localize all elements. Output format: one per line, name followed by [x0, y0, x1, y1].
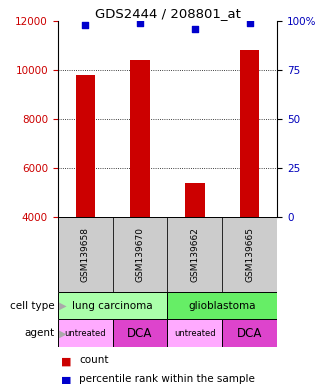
Point — [82, 22, 88, 28]
Point — [137, 20, 143, 26]
Text: glioblastoma: glioblastoma — [188, 301, 256, 311]
Bar — [58, 292, 168, 319]
Text: ■: ■ — [61, 357, 72, 367]
Point — [247, 20, 252, 26]
Bar — [113, 217, 168, 292]
Bar — [58, 217, 113, 292]
Text: GSM139658: GSM139658 — [81, 227, 90, 282]
Text: cell type: cell type — [10, 301, 54, 311]
Text: GSM139662: GSM139662 — [190, 227, 199, 282]
Bar — [168, 292, 277, 319]
Bar — [76, 75, 95, 217]
Bar — [113, 319, 168, 347]
Bar — [222, 319, 277, 347]
Bar — [168, 217, 222, 292]
Bar — [240, 50, 259, 217]
Text: ▶: ▶ — [56, 328, 67, 338]
Text: ▶: ▶ — [56, 301, 67, 311]
Text: DCA: DCA — [237, 327, 262, 340]
Point — [192, 26, 198, 32]
Bar — [185, 183, 205, 217]
Text: GSM139670: GSM139670 — [136, 227, 145, 282]
Bar — [130, 60, 149, 217]
Text: DCA: DCA — [127, 327, 153, 340]
Text: count: count — [79, 355, 109, 365]
Bar — [58, 319, 113, 347]
Text: GSM139665: GSM139665 — [245, 227, 254, 282]
Text: untreated: untreated — [174, 329, 216, 338]
Bar — [168, 319, 222, 347]
Text: ■: ■ — [61, 376, 72, 384]
Bar — [222, 217, 277, 292]
Text: untreated: untreated — [64, 329, 106, 338]
Text: percentile rank within the sample: percentile rank within the sample — [79, 374, 255, 384]
Title: GDS2444 / 208801_at: GDS2444 / 208801_at — [94, 7, 241, 20]
Text: lung carcinoma: lung carcinoma — [72, 301, 153, 311]
Text: agent: agent — [24, 328, 54, 338]
